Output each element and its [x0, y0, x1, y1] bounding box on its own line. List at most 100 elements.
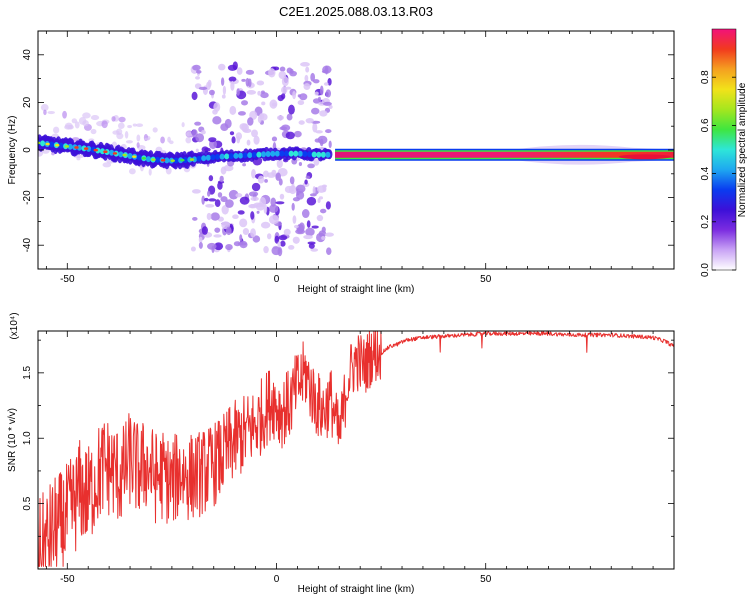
heatmap-cell: [221, 94, 226, 99]
heatmap-cell: [319, 110, 328, 117]
heatmap-cell: [124, 130, 129, 139]
heatmap-cell: [127, 125, 133, 129]
snr-multiplier: (x10⁴): [9, 312, 20, 339]
heatmap-cell: [271, 102, 277, 107]
heatmap-cell: [173, 157, 179, 164]
heatmap-cell: [236, 67, 243, 75]
heatmap-cell: [237, 210, 245, 215]
x-tick-label: -50: [60, 274, 75, 285]
heatmap-cell: [257, 115, 262, 124]
heatmap-cell: [319, 138, 324, 147]
snr-xlabel: Height of straight line (km): [298, 584, 415, 595]
heatmap-cell: [243, 128, 252, 134]
heatmap-cell: [292, 236, 300, 244]
heatmap-cell: [90, 115, 100, 121]
heatmap-cell: [214, 242, 224, 251]
heatmap-cell: [279, 126, 288, 131]
heatmap-cell: [263, 204, 268, 214]
heatmap-cell: [235, 193, 243, 198]
heatmap-cell: [284, 185, 294, 194]
heatmap-cell: [319, 85, 324, 96]
heatmap-cell: [289, 176, 295, 185]
heatmap-cell: [225, 199, 234, 208]
heatmap-cell: [86, 145, 92, 152]
heatmap-cell: [45, 142, 50, 146]
heatmap-cell: [322, 184, 327, 193]
heatmap-cell: [278, 178, 283, 186]
heatmap-cell: [239, 218, 248, 228]
heatmap-cell: [164, 157, 170, 164]
heatmap-cell: [62, 110, 67, 119]
heatmap-cell: [302, 150, 308, 157]
heatmap-cell: [285, 131, 295, 140]
heatmap-cell: [312, 98, 321, 104]
heatmap-cell: [201, 195, 205, 205]
heatmap-cell: [229, 131, 235, 136]
heatmap-cell: [297, 150, 303, 157]
y-tick-label: -20: [22, 190, 33, 205]
heatmap-cell: [260, 92, 269, 99]
heatmap-cell: [294, 224, 299, 229]
heatmap-cell: [297, 94, 302, 98]
heatmap-cell: [307, 241, 316, 245]
heatmap-cell: [228, 189, 239, 200]
colorbar-scale: [711, 28, 737, 271]
heatmap-cell: [196, 69, 202, 74]
spectrogram-xlabel: Height of straight line (km): [298, 284, 415, 295]
heatmap-cell: [135, 123, 144, 128]
heatmap-cell: [160, 158, 166, 162]
heatmap-cell: [99, 148, 105, 155]
heatmap-cell: [219, 175, 224, 183]
heatmap-cell: [232, 214, 239, 220]
heatmap-cell: [198, 236, 203, 243]
heatmap-cell: [132, 123, 137, 127]
heatmap-cell: [320, 151, 326, 158]
heatmap-cell: [206, 212, 212, 221]
heatmap-cell: [125, 140, 133, 144]
x-tick-label: 50: [480, 574, 492, 585]
heatmap-cell: [210, 212, 220, 221]
heatmap-cell: [210, 154, 216, 161]
heatmap-cell: [291, 202, 295, 211]
heatmap-cell: [194, 121, 202, 126]
heatmap-cell: [93, 148, 98, 152]
heatmap-cell: [295, 228, 306, 235]
heatmap-cell: [151, 158, 156, 161]
heatmap-cell: [47, 110, 55, 115]
heatmap-cell: [189, 158, 195, 161]
heatmap-cell: [304, 179, 308, 185]
colorbar-ticks: 0.0 0.2 0.4 0.6 0.8: [700, 70, 736, 277]
heatmap-cell: [321, 236, 326, 240]
heatmap-cell: [325, 201, 331, 210]
heatmap-cell: [276, 115, 284, 121]
heatmap-cell: [181, 122, 185, 128]
heatmap-cell: [217, 192, 223, 198]
heatmap-cell: [192, 64, 201, 71]
heatmap-cell: [271, 136, 278, 142]
heatmap-cell: [311, 225, 319, 229]
heatmap-cell: [233, 152, 239, 159]
heatmap-cell: [288, 150, 294, 157]
heatmap-cell: [323, 101, 332, 106]
heatmap-band-peak: [618, 154, 671, 160]
heatmap-cell: [132, 155, 137, 158]
heatmap-cell: [76, 144, 82, 151]
heatmap-cell: [228, 153, 234, 160]
heatmap-cell: [136, 142, 140, 148]
heatmap-cell: [237, 111, 246, 116]
heatmap-cell: [201, 226, 208, 235]
y-tick-label: 0.5: [22, 496, 33, 510]
heatmap-cell: [324, 232, 334, 237]
heatmap-cell: [268, 214, 279, 225]
heatmap-cell: [185, 136, 192, 144]
spectrogram-panel: -50 0 50 -40 -20 0 20 40 Height of straight lin…: [7, 30, 675, 295]
heatmap-cell: [239, 240, 248, 249]
heatmap-cell: [136, 154, 142, 161]
heatmap-cell: [191, 189, 201, 194]
heatmap-cell: [325, 89, 332, 98]
heatmap-cell: [195, 76, 201, 80]
heatmap-cell: [64, 145, 70, 148]
heatmap-cell: [293, 150, 299, 157]
heatmap-cell: [279, 66, 286, 72]
heatmap-cell: [256, 210, 260, 214]
